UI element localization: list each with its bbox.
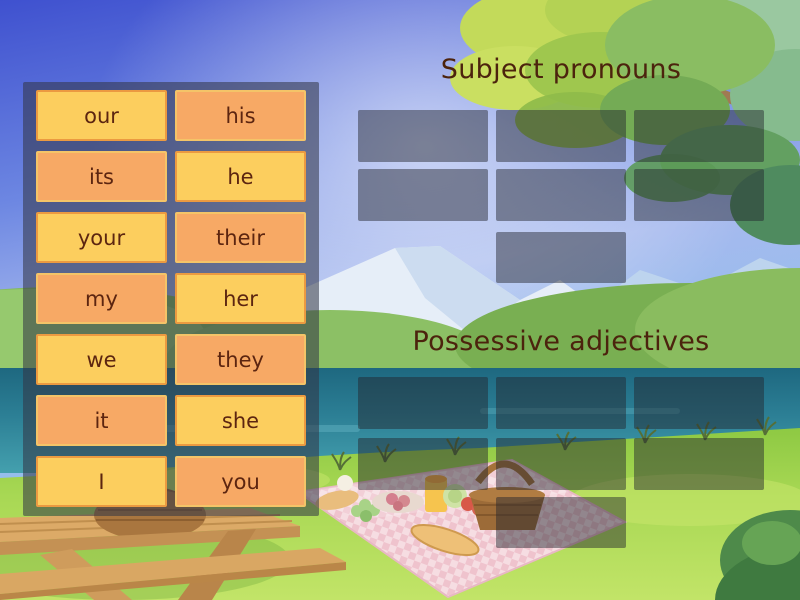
drop-slot[interactable] xyxy=(496,377,626,429)
word-card[interactable]: our xyxy=(36,90,167,141)
drop-slot[interactable] xyxy=(496,169,626,221)
word-bank-panel: our his its he your their my her we they… xyxy=(23,82,319,516)
drop-slot[interactable] xyxy=(496,110,626,162)
word-card[interactable]: you xyxy=(175,456,306,507)
word-card[interactable]: I xyxy=(36,456,167,507)
drop-slot[interactable] xyxy=(358,377,488,429)
picnic-basket xyxy=(470,495,545,530)
drop-slot[interactable] xyxy=(634,438,764,490)
drop-slot[interactable] xyxy=(634,377,764,429)
picnic-food xyxy=(315,460,545,557)
drop-slot[interactable] xyxy=(496,232,626,283)
bottom-right-bush xyxy=(715,510,800,600)
drop-slot[interactable] xyxy=(496,438,626,490)
word-card[interactable]: its xyxy=(36,151,167,202)
word-card[interactable]: their xyxy=(175,212,306,263)
baguette xyxy=(410,523,480,557)
drop-slot[interactable] xyxy=(496,497,626,548)
word-card[interactable]: we xyxy=(36,334,167,385)
group-title-possessive-adjectives: Possessive adjectives xyxy=(412,326,710,357)
drop-slot[interactable] xyxy=(634,110,764,162)
word-card[interactable]: it xyxy=(36,395,167,446)
tree-foliage xyxy=(450,0,800,245)
word-card[interactable]: her xyxy=(175,273,306,324)
word-card[interactable]: my xyxy=(36,273,167,324)
word-card[interactable]: they xyxy=(175,334,306,385)
group-title-subject-pronouns: Subject pronouns xyxy=(440,54,682,85)
drop-slot[interactable] xyxy=(634,169,764,221)
drop-slot[interactable] xyxy=(358,438,488,490)
word-card[interactable]: she xyxy=(175,395,306,446)
basket-handle xyxy=(475,460,535,487)
drop-slot[interactable] xyxy=(358,110,488,162)
drop-slot[interactable] xyxy=(358,169,488,221)
subject-pronouns-drop-grid xyxy=(358,110,764,221)
word-card[interactable]: your xyxy=(36,212,167,263)
word-card[interactable]: his xyxy=(175,90,306,141)
possessive-adjectives-drop-grid xyxy=(358,377,764,490)
word-card[interactable]: he xyxy=(175,151,306,202)
